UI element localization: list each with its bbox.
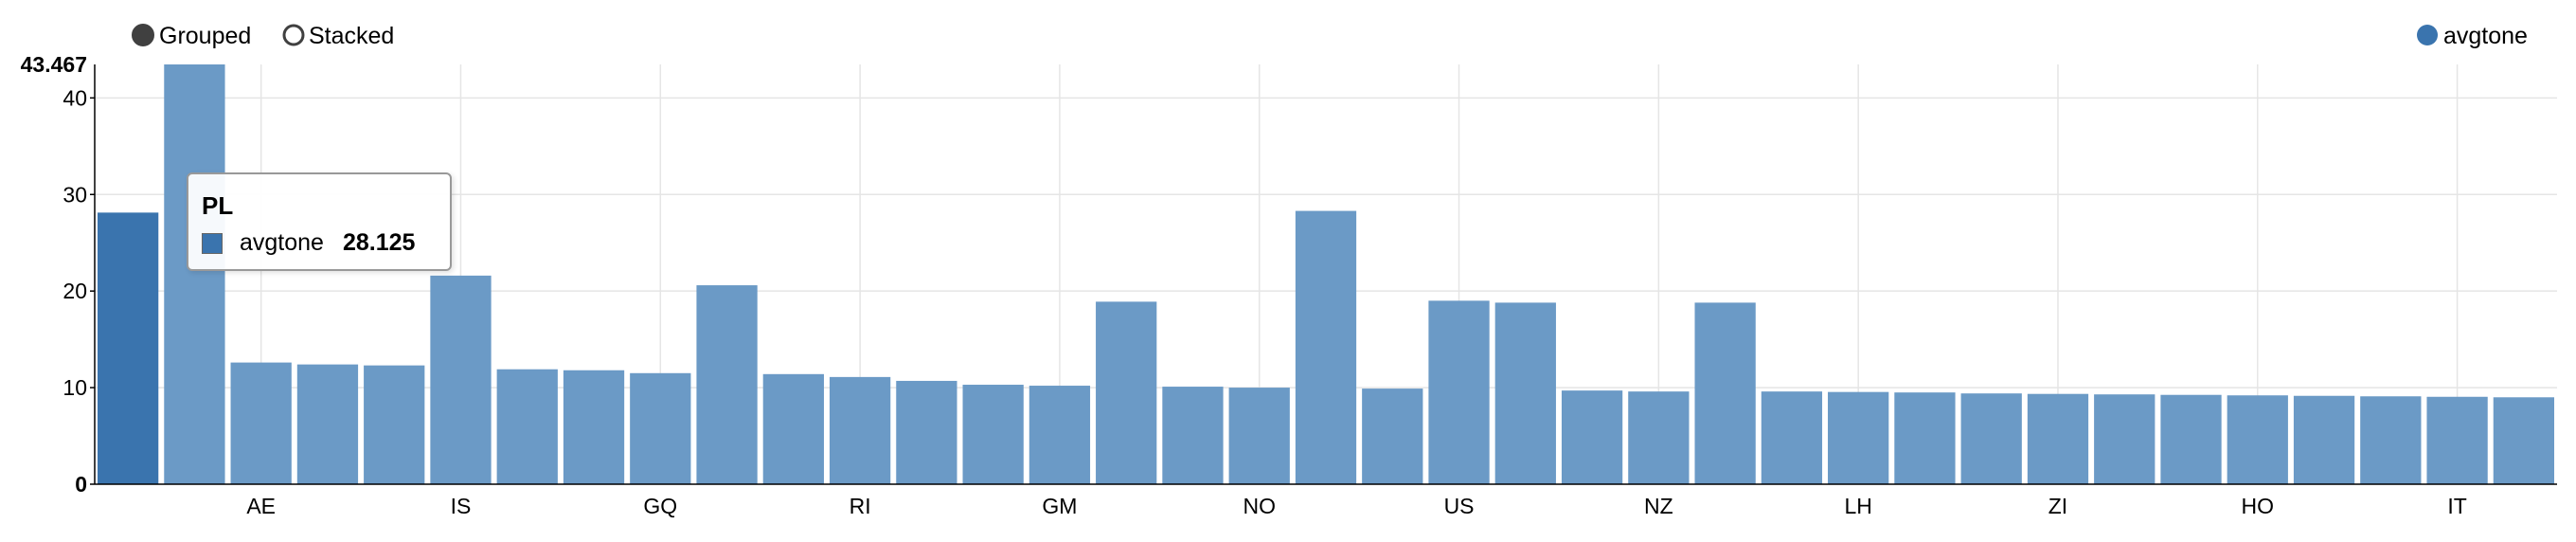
- x-tick-label: RI: [850, 494, 871, 518]
- bar[interactable]: [1162, 387, 1224, 484]
- x-tick-label: LH: [1844, 494, 1871, 518]
- bar[interactable]: [364, 365, 425, 484]
- axes: [90, 64, 2557, 485]
- grouped-radio-icon[interactable]: [132, 24, 154, 46]
- bar[interactable]: [164, 64, 225, 484]
- y-tick-label: 20: [63, 279, 87, 303]
- y-max-label: 43.467: [21, 52, 87, 77]
- bar[interactable]: [2160, 394, 2222, 484]
- y-tick-label: 40: [63, 85, 87, 110]
- bar[interactable]: [1494, 302, 1556, 484]
- bar[interactable]: [896, 380, 957, 484]
- tick-labels: 0 10 20 30 40 43.467 AE IS GQ RI GM NO US NZ LH ZI HO IT: [21, 52, 2467, 518]
- bar[interactable]: [2027, 393, 2089, 484]
- y-tick-label: 0: [75, 472, 87, 497]
- bar[interactable]: [1295, 210, 1357, 484]
- tooltip-swatch: [202, 232, 223, 254]
- bar[interactable]: [1362, 388, 1423, 484]
- grouped-radio[interactable]: Grouped: [132, 23, 251, 49]
- legend-dot-icon[interactable]: [2417, 25, 2438, 45]
- stacked-radio[interactable]: Stacked: [282, 23, 394, 49]
- bar[interactable]: [496, 369, 558, 484]
- bar[interactable]: [1428, 300, 1490, 484]
- stacked-label[interactable]: Stacked: [309, 23, 394, 49]
- stacked-radio-icon[interactable]: [282, 24, 305, 46]
- y-tick-label: 10: [63, 375, 87, 400]
- bar[interactable]: [1894, 392, 1956, 484]
- bar[interactable]: [230, 362, 292, 484]
- bar[interactable]: [829, 376, 891, 484]
- x-tick-label: HO: [2242, 494, 2275, 518]
- bar[interactable]: [696, 285, 758, 484]
- bar[interactable]: [2360, 396, 2422, 484]
- bar[interactable]: [630, 372, 691, 484]
- x-tick-label: NZ: [1644, 494, 1673, 518]
- x-tick-label: NO: [1243, 494, 1276, 518]
- tooltip-value: 28.125: [342, 229, 416, 256]
- bar[interactable]: [762, 373, 824, 484]
- bar[interactable]: [563, 370, 625, 484]
- bar[interactable]: [1228, 388, 1290, 484]
- bar[interactable]: [1096, 301, 1157, 484]
- bar[interactable]: [1029, 386, 1091, 484]
- bar[interactable]: [430, 275, 492, 484]
- bar[interactable]: [1960, 393, 2022, 484]
- bar[interactable]: [1561, 390, 1623, 484]
- tooltip-title: PL: [202, 191, 234, 220]
- tooltip-row: avgtone 28.125: [202, 229, 437, 257]
- bar[interactable]: [1694, 302, 1756, 484]
- grouped-label[interactable]: Grouped: [159, 23, 251, 49]
- legend-item-avgtone[interactable]: avgtone: [2417, 23, 2528, 49]
- bar[interactable]: [1628, 391, 1690, 484]
- x-tick-label: US: [1444, 494, 1475, 518]
- bar[interactable]: [2493, 397, 2554, 484]
- x-tick-label: GQ: [643, 494, 677, 518]
- bar[interactable]: [1761, 391, 1823, 484]
- y-tick-label: 30: [63, 182, 87, 207]
- tooltip: PL avgtone 28.125: [187, 172, 452, 271]
- x-tick-label: IS: [451, 494, 472, 518]
- bar[interactable]: [1828, 391, 1889, 484]
- x-tick-label: ZI: [2048, 494, 2067, 518]
- bars: [98, 64, 2554, 484]
- bar[interactable]: [98, 212, 159, 484]
- x-tick-label: AE: [246, 494, 276, 518]
- x-tick-label: GM: [1042, 494, 1077, 518]
- tooltip-series: avgtone: [240, 229, 324, 256]
- x-tick-label: IT: [2447, 494, 2466, 518]
- bar[interactable]: [2227, 395, 2288, 484]
- bar[interactable]: [296, 364, 359, 484]
- legend-label[interactable]: avgtone: [2443, 23, 2528, 49]
- bar[interactable]: [2094, 394, 2156, 484]
- bar[interactable]: [962, 385, 1024, 484]
- bar[interactable]: [2293, 395, 2355, 484]
- bar[interactable]: [2426, 396, 2488, 484]
